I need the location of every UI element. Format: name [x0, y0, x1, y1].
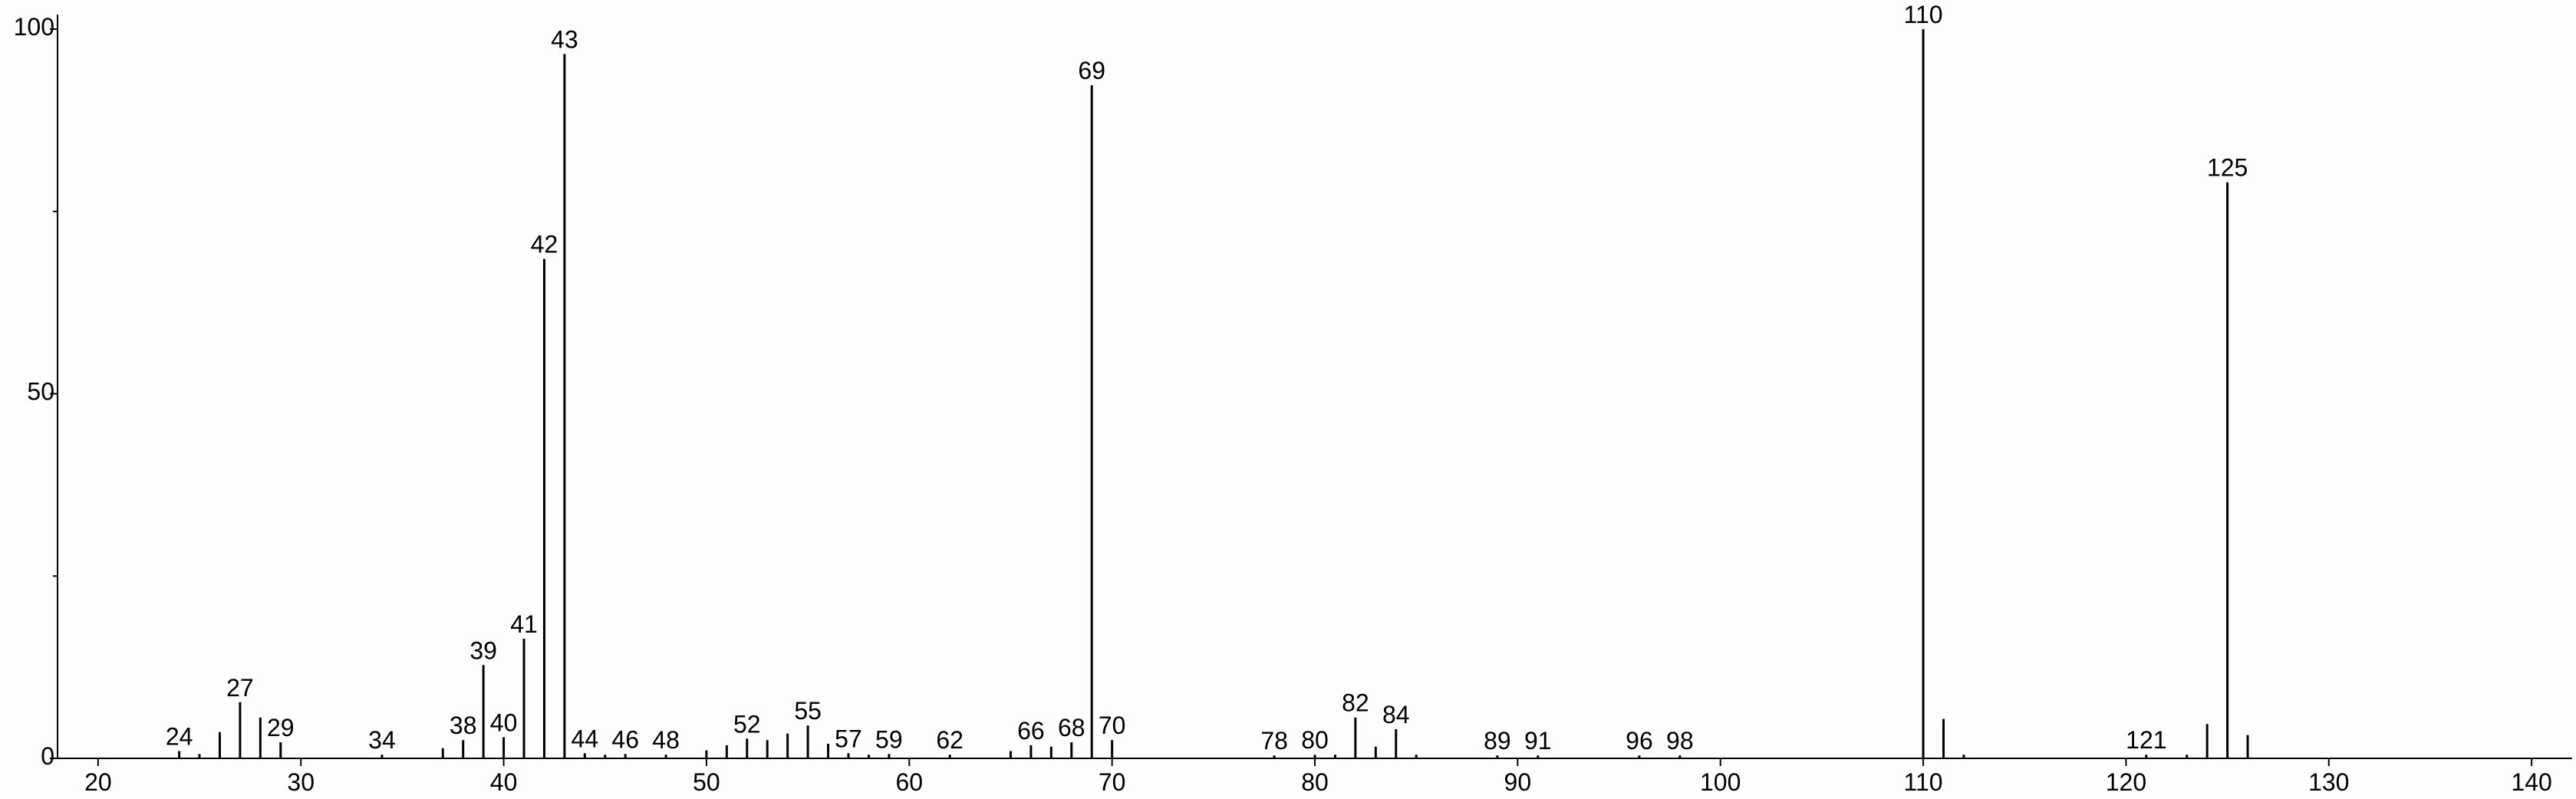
- peak-label: 29: [267, 714, 295, 741]
- y-tick-label: 100: [14, 13, 54, 41]
- peak-label: 41: [510, 610, 538, 638]
- peak-label: 27: [226, 674, 254, 702]
- peak-label: 55: [794, 697, 822, 725]
- peak-label: 24: [166, 722, 193, 750]
- peak-label: 42: [531, 231, 558, 258]
- peak-label: 110: [1904, 1, 1943, 28]
- peak-label: 69: [1078, 57, 1105, 84]
- peak-label: 44: [572, 725, 599, 752]
- peak-label: 91: [1524, 727, 1552, 755]
- x-tick-label: 60: [895, 768, 923, 796]
- x-tick-label: 70: [1099, 768, 1126, 796]
- peak-label: 80: [1301, 726, 1329, 754]
- peak-label: 82: [1342, 689, 1369, 717]
- peak-label: 66: [1017, 717, 1045, 745]
- x-tick-label: 100: [1700, 768, 1741, 796]
- peak-label: 98: [1666, 727, 1694, 755]
- peak-label: 89: [1484, 727, 1511, 755]
- x-tick-label: 40: [490, 768, 518, 796]
- peak-label: 62: [936, 726, 964, 754]
- peak-label: 43: [551, 25, 578, 53]
- x-tick-label: 110: [1904, 768, 1943, 796]
- x-tick-label: 140: [2511, 768, 2551, 796]
- peak-label: 38: [450, 712, 477, 739]
- peak-label: 46: [611, 725, 639, 753]
- x-tick-label: 120: [2106, 768, 2146, 796]
- peak-label: 52: [733, 710, 761, 738]
- peak-label: 34: [368, 726, 396, 754]
- x-tick-label: 50: [693, 768, 720, 796]
- y-tick-label: 50: [27, 378, 54, 406]
- peak-label: 48: [652, 726, 680, 754]
- peak-label: 121: [2126, 726, 2166, 754]
- x-tick-label: 80: [1301, 768, 1329, 796]
- peak-label: 78: [1260, 727, 1288, 755]
- peak-label: 40: [490, 709, 518, 736]
- peak-label: 57: [835, 725, 862, 752]
- peak-label: 59: [875, 725, 903, 753]
- x-tick-label: 90: [1504, 768, 1532, 796]
- x-tick-label: 130: [2308, 768, 2349, 796]
- peak-label: 70: [1099, 712, 1126, 739]
- x-tick-label: 20: [84, 768, 112, 796]
- peak-label: 96: [1626, 727, 1653, 755]
- peak-label: 84: [1382, 701, 1410, 728]
- peak-label: 125: [2207, 154, 2248, 182]
- x-tick-label: 30: [287, 768, 315, 796]
- peak-label: 68: [1058, 714, 1085, 741]
- peak-label: 39: [469, 636, 497, 664]
- y-tick-label: 0: [41, 742, 54, 770]
